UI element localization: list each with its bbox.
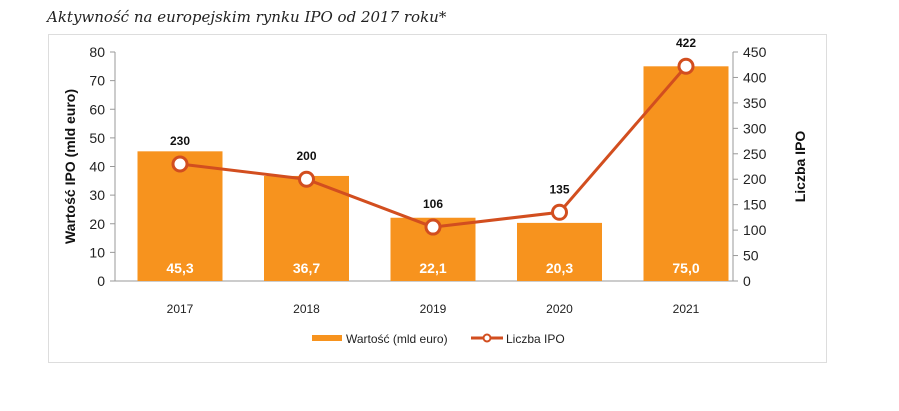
bar-data-label: 20,3 bbox=[546, 260, 573, 276]
y-tick-label: 0 bbox=[97, 273, 105, 289]
y-tick-label: 60 bbox=[89, 101, 105, 117]
line-data-label: 200 bbox=[296, 149, 316, 163]
bar bbox=[643, 66, 729, 281]
bar-data-label: 75,0 bbox=[672, 260, 699, 276]
y-tick-label: 80 bbox=[89, 44, 105, 60]
x-tick-label: 2021 bbox=[673, 302, 700, 316]
y-tick-label: 70 bbox=[89, 73, 105, 89]
line-data-label: 422 bbox=[676, 36, 696, 50]
y2-tick-label: 50 bbox=[743, 248, 759, 264]
x-tick-label: 2018 bbox=[293, 302, 320, 316]
y2-tick-label: 450 bbox=[743, 44, 767, 60]
chart-frame bbox=[48, 34, 827, 363]
y2-axis-label: Liczba IPO bbox=[792, 131, 808, 203]
bar bbox=[264, 175, 349, 281]
y2-tick-label: 350 bbox=[743, 95, 767, 111]
bar-data-label: 45,3 bbox=[166, 260, 193, 276]
line-point bbox=[677, 57, 695, 75]
y-tick-label: 30 bbox=[89, 187, 105, 203]
y-tick-label: 20 bbox=[89, 216, 105, 232]
line-data-label: 106 bbox=[423, 197, 443, 211]
bar-data-label: 22,1 bbox=[419, 260, 446, 276]
x-tick-label: 2020 bbox=[546, 302, 573, 316]
y-axis-label: Wartość IPO (mld euro) bbox=[62, 89, 78, 244]
y2-tick-label: 0 bbox=[743, 273, 751, 289]
legend-line-label: Liczba IPO bbox=[506, 332, 565, 346]
line-point bbox=[424, 218, 442, 236]
line-data-label: 230 bbox=[170, 134, 190, 148]
line-data-label: 135 bbox=[549, 182, 569, 196]
y2-tick-label: 300 bbox=[743, 120, 767, 136]
line-point bbox=[298, 170, 315, 188]
y2-tick-label: 400 bbox=[743, 69, 767, 85]
legend-line-marker bbox=[482, 333, 492, 343]
x-tick-label: 2017 bbox=[167, 302, 194, 316]
x-tick-label: 2019 bbox=[420, 302, 447, 316]
bar-data-label: 36,7 bbox=[293, 260, 320, 276]
line-point bbox=[551, 203, 568, 221]
line-point bbox=[171, 155, 189, 173]
y-tick-label: 10 bbox=[89, 244, 105, 260]
y2-tick-label: 100 bbox=[743, 222, 767, 238]
y2-tick-label: 200 bbox=[743, 171, 767, 187]
y2-tick-label: 150 bbox=[743, 197, 767, 213]
bar bbox=[137, 151, 223, 281]
y-tick-label: 40 bbox=[89, 159, 105, 175]
chart-title: Aktywność na europejskim rynku IPO od 20… bbox=[47, 8, 447, 26]
bar bbox=[517, 222, 602, 281]
legend-bar-label: Wartość (mld euro) bbox=[346, 332, 448, 346]
legend-bar-swatch bbox=[312, 335, 342, 341]
y2-tick-label: 250 bbox=[743, 146, 767, 162]
y-tick-label: 50 bbox=[89, 130, 105, 146]
